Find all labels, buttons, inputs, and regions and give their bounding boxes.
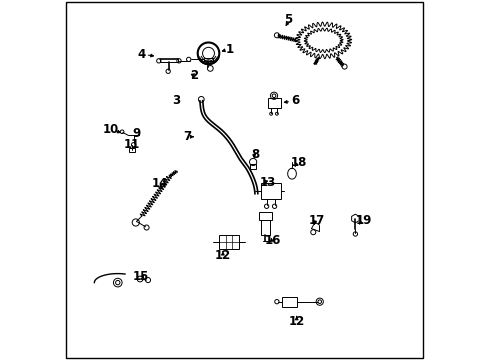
Text: 4: 4 bbox=[138, 48, 146, 61]
Text: 12: 12 bbox=[214, 249, 230, 262]
Text: 17: 17 bbox=[308, 214, 324, 227]
Bar bbox=[218, 235, 239, 249]
Text: 19: 19 bbox=[355, 214, 371, 227]
Bar bbox=[282, 297, 296, 307]
Text: 7: 7 bbox=[183, 130, 191, 143]
Text: 12: 12 bbox=[288, 315, 304, 328]
Text: 15: 15 bbox=[132, 270, 149, 283]
Text: 11: 11 bbox=[124, 138, 140, 150]
Text: 9: 9 bbox=[132, 127, 141, 140]
Text: 14: 14 bbox=[151, 177, 168, 190]
Text: 18: 18 bbox=[290, 156, 306, 169]
Bar bbox=[260, 183, 280, 199]
Text: 13: 13 bbox=[259, 176, 275, 189]
Text: 10: 10 bbox=[103, 123, 119, 136]
Text: 2: 2 bbox=[190, 69, 198, 82]
Bar bbox=[267, 98, 280, 108]
Bar bbox=[258, 212, 271, 220]
Bar bbox=[129, 148, 135, 152]
Text: 5: 5 bbox=[283, 13, 291, 26]
Text: 16: 16 bbox=[264, 234, 281, 247]
Bar bbox=[261, 220, 269, 235]
Bar bbox=[250, 164, 256, 169]
Text: 6: 6 bbox=[290, 94, 299, 107]
Text: 3: 3 bbox=[172, 94, 180, 107]
Text: 8: 8 bbox=[251, 148, 259, 161]
Text: 1: 1 bbox=[225, 43, 234, 56]
